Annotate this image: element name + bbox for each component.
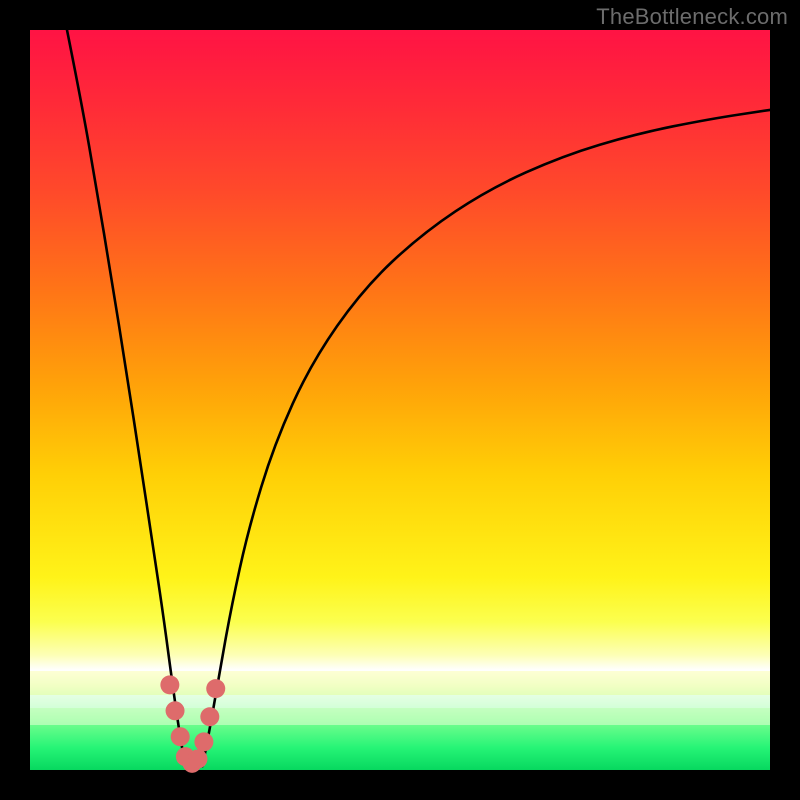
plot-area: [30, 30, 770, 773]
valley-marker: [194, 732, 213, 751]
valley-marker: [160, 675, 179, 694]
gradient-background: [30, 30, 770, 770]
highlight-bands: [30, 671, 770, 725]
valley-marker: [206, 679, 225, 698]
bottleneck-chart-svg: [0, 0, 800, 800]
valley-marker: [188, 749, 207, 768]
valley-marker: [166, 701, 185, 720]
chart-canvas: TheBottleneck.com: [0, 0, 800, 800]
valley-marker: [200, 707, 219, 726]
valley-marker: [171, 727, 190, 746]
